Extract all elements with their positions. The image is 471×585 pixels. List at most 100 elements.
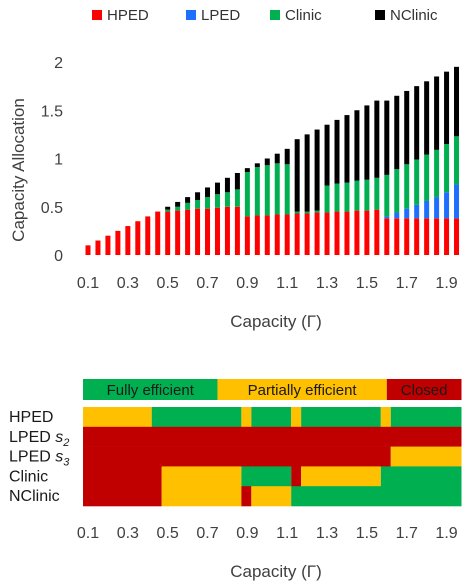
cell-nclinic-0.47 xyxy=(161,486,242,507)
bar-nclinic-1.5 xyxy=(364,105,370,180)
bar-nclinic-1.95 xyxy=(454,66,460,137)
bar-clinic-0.6 xyxy=(185,202,191,210)
band-partially-efficient xyxy=(217,379,387,400)
cell-clinic-1.12 xyxy=(291,466,302,487)
cell-nclinic-1.12 xyxy=(291,486,462,507)
cell-clinic-0.47 xyxy=(161,466,242,487)
x-axis-ticks: 0.1 0.3 0.5 0.7 0.9 1.1 1.3 1.5 1.7 1.9 xyxy=(77,275,458,292)
x-axis-ticks: 0.1 0.3 0.5 0.7 0.9 1.1 1.3 1.5 1.7 1.9 xyxy=(77,525,458,542)
bar-clinic-1.55 xyxy=(374,177,380,210)
bar-hped-1.2 xyxy=(304,213,310,255)
bar-nclinic-1 xyxy=(264,158,270,166)
bar-nclinic-1.55 xyxy=(374,100,380,178)
y-tick-label-2: 2 xyxy=(54,55,63,72)
bar-clinic-0.5 xyxy=(165,209,171,212)
bar-nclinic-1.1 xyxy=(284,148,290,165)
bar-clinic-1.95 xyxy=(454,136,460,185)
bar-hped-0.95 xyxy=(254,215,260,255)
bar-hped-0.45 xyxy=(155,211,161,255)
bar-nclinic-0.8 xyxy=(224,177,230,193)
bar-hped-0.9 xyxy=(244,216,250,255)
y-axis-title: Capacity Allocation xyxy=(9,98,28,242)
bar-clinic-0.7 xyxy=(205,197,211,209)
bar-hped-1.55 xyxy=(374,209,380,255)
bar-nclinic-1.3 xyxy=(324,124,330,186)
bar-hped-1 xyxy=(264,215,270,255)
bar-lped-1.65 xyxy=(394,212,400,219)
bar-nclinic-1.6 xyxy=(384,100,390,175)
bar-nclinic-1.8 xyxy=(424,81,430,155)
x-tick-label-0-7: 0.7 xyxy=(196,275,218,292)
legend-swatch-clinic xyxy=(270,10,280,20)
bar-clinic-1.6 xyxy=(384,174,390,217)
bar-hped-1.3 xyxy=(324,212,330,255)
bar-hped-0.25 xyxy=(115,230,121,256)
x-tick-label-0-3: 0.3 xyxy=(117,275,139,292)
x-tick-label-1-3: 1.3 xyxy=(316,525,338,542)
bar-nclinic-1.75 xyxy=(414,86,420,160)
bar-nclinic-0.85 xyxy=(234,172,240,190)
bar-clinic-1.2 xyxy=(304,211,310,214)
x-tick-label-0-1: 0.1 xyxy=(77,275,99,292)
x-tick-label-0-5: 0.5 xyxy=(157,275,179,292)
cell-clinic-0.87 xyxy=(241,466,292,487)
legend-swatch-hped xyxy=(92,10,102,20)
y-tick-label-1-5: 1.5 xyxy=(41,103,63,120)
heatmap-rows xyxy=(83,407,462,507)
bar-hped-0.3 xyxy=(125,226,131,255)
cell-hped-0.075 xyxy=(83,407,152,428)
cell-hped-1.57 xyxy=(380,407,391,428)
bar-lped-1.8 xyxy=(424,200,430,219)
bar-hped-1.6 xyxy=(384,218,390,255)
bar-clinic-0.9 xyxy=(244,172,250,217)
bar-hped-1.05 xyxy=(274,214,280,255)
x-tick-label-0-9: 0.9 xyxy=(236,525,258,542)
band-fully-efficient xyxy=(83,379,218,400)
band-label-closed: Closed xyxy=(401,382,448,399)
bar-nclinic-0.65 xyxy=(195,192,201,200)
bar-hped-1.45 xyxy=(354,210,360,255)
cell-lped-3-0.075 xyxy=(83,446,391,467)
bar-hped-1.25 xyxy=(314,212,320,255)
bar-nclinic-1.7 xyxy=(404,90,410,165)
bar-hped-1.95 xyxy=(454,218,460,255)
bar-clinic-0.65 xyxy=(195,200,201,209)
x-tick-label-1-3: 1.3 xyxy=(316,275,338,292)
bar-hped-1.65 xyxy=(394,218,400,255)
bar-clinic-1.25 xyxy=(314,210,320,213)
x-axis-title: Capacity (Γ) xyxy=(230,312,322,331)
bar-clinic-1.15 xyxy=(294,211,300,214)
cell-hped-0.42 xyxy=(151,407,242,428)
bar-hped-0.15 xyxy=(95,240,101,255)
legend-label-clinic: Clinic xyxy=(285,7,322,24)
bar-clinic-0.8 xyxy=(224,192,230,207)
bar-hped-1.35 xyxy=(334,211,340,255)
bar-hped-1.9 xyxy=(444,218,450,255)
bar-clinic-0.95 xyxy=(254,167,260,216)
bar-nclinic-1.9 xyxy=(444,71,450,145)
row-label-clinic: Clinic xyxy=(9,468,48,485)
bar-clinic-0.85 xyxy=(234,189,240,207)
bar-hped-0.75 xyxy=(214,207,220,255)
bar-nclinic-1.85 xyxy=(434,76,440,150)
bar-hped-0.6 xyxy=(185,209,191,255)
bar-clinic-1.05 xyxy=(274,163,280,215)
bar-lped-1.75 xyxy=(414,204,420,219)
cell-nclinic-0.92 xyxy=(251,486,292,507)
bar-hped-1.75 xyxy=(414,218,420,255)
cell-nclinic-0.87 xyxy=(241,486,252,507)
chart-legend: HPED LPED Clinic NClinic xyxy=(92,7,438,24)
x-tick-label-1-1: 1.1 xyxy=(276,275,298,292)
cell-clinic-1.17 xyxy=(301,466,381,487)
bar-clinic-1.1 xyxy=(284,164,290,215)
bar-clinic-1.4 xyxy=(344,182,350,212)
cell-hped-1.12 xyxy=(291,407,302,428)
x-tick-label-1-5: 1.5 xyxy=(356,525,378,542)
bar-nclinic-0.7 xyxy=(205,187,211,198)
bar-clinic-1 xyxy=(264,165,270,216)
x-tick-label-1-7: 1.7 xyxy=(396,275,418,292)
bar-clinic-1.65 xyxy=(394,169,400,213)
x-tick-label-0-5: 0.5 xyxy=(157,525,179,542)
bar-lped-1.85 xyxy=(434,197,440,219)
